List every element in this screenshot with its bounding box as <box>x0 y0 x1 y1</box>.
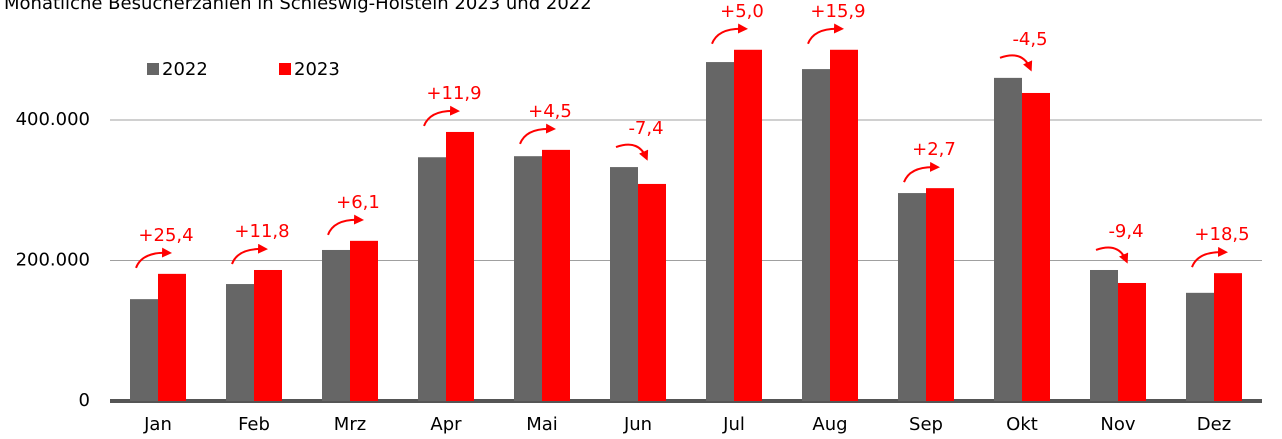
x-tick-label: Okt <box>1006 414 1038 435</box>
change-label: +11,9 <box>426 83 481 104</box>
bar <box>802 69 830 401</box>
bar <box>898 193 926 401</box>
x-tick-label: Apr <box>430 414 462 435</box>
bar <box>994 77 1022 401</box>
chart-title: Monatliche Besucherzahlen in Schleswig-H… <box>4 0 592 14</box>
bar <box>734 49 762 401</box>
x-tick-label: Jul <box>722 414 745 435</box>
bar <box>418 157 446 401</box>
bar <box>226 284 254 401</box>
bar <box>1118 282 1146 401</box>
change-label: -7,4 <box>628 118 663 139</box>
bar <box>830 49 858 401</box>
change-label: +6,1 <box>336 192 380 213</box>
change-arrow <box>615 143 649 161</box>
bar <box>350 240 378 401</box>
change-arrow <box>519 123 556 145</box>
legend-swatch <box>147 63 159 75</box>
x-tick-label: Nov <box>1100 414 1135 435</box>
y-tick-label: 0 <box>79 390 90 411</box>
x-tick-label: Mai <box>526 414 558 435</box>
bar <box>130 299 158 401</box>
y-tick-label: 400.000 <box>16 109 90 130</box>
bar <box>1022 92 1050 401</box>
x-tick-label: Feb <box>238 414 270 435</box>
legend-label: 2023 <box>294 59 340 80</box>
x-tick-label: Sep <box>909 414 943 435</box>
bar <box>1090 269 1118 401</box>
change-arrow <box>1191 246 1228 268</box>
bar <box>514 156 542 401</box>
change-arrow <box>423 105 460 127</box>
change-arrow <box>135 247 172 269</box>
change-label: +11,8 <box>234 221 289 242</box>
change-label: -9,4 <box>1108 221 1143 242</box>
bar <box>1214 273 1242 401</box>
change-arrow <box>231 243 268 265</box>
change-label: +15,9 <box>810 1 865 22</box>
bar <box>542 149 570 401</box>
y-tick-label: 200.000 <box>16 250 90 271</box>
bar <box>638 183 666 401</box>
legend-label: 2022 <box>162 59 208 80</box>
change-arrow <box>999 54 1033 72</box>
bar <box>446 131 474 402</box>
change-label: +4,5 <box>528 101 572 122</box>
x-tick-label: Dez <box>1197 414 1231 435</box>
change-label: +25,4 <box>138 225 193 246</box>
bar <box>322 249 350 401</box>
change-arrow <box>903 161 940 183</box>
x-tick-label: Aug <box>812 414 847 435</box>
change-label: +2,7 <box>912 139 956 160</box>
x-tick-label: Jan <box>143 414 172 435</box>
change-arrow <box>327 214 364 236</box>
legend-swatch <box>279 63 291 75</box>
bar <box>158 273 186 401</box>
change-arrow <box>807 23 844 45</box>
bar <box>1186 292 1214 401</box>
change-arrow <box>1095 246 1129 264</box>
x-tick-label: Mrz <box>334 414 366 435</box>
change-arrow <box>711 23 748 45</box>
change-label: -4,5 <box>1012 29 1047 50</box>
bar <box>926 188 954 401</box>
change-label: +18,5 <box>1194 224 1249 245</box>
bar <box>610 167 638 401</box>
x-tick-label: Jun <box>623 414 652 435</box>
bar <box>254 269 282 401</box>
change-label: +5,0 <box>720 1 764 22</box>
bar <box>706 62 734 401</box>
